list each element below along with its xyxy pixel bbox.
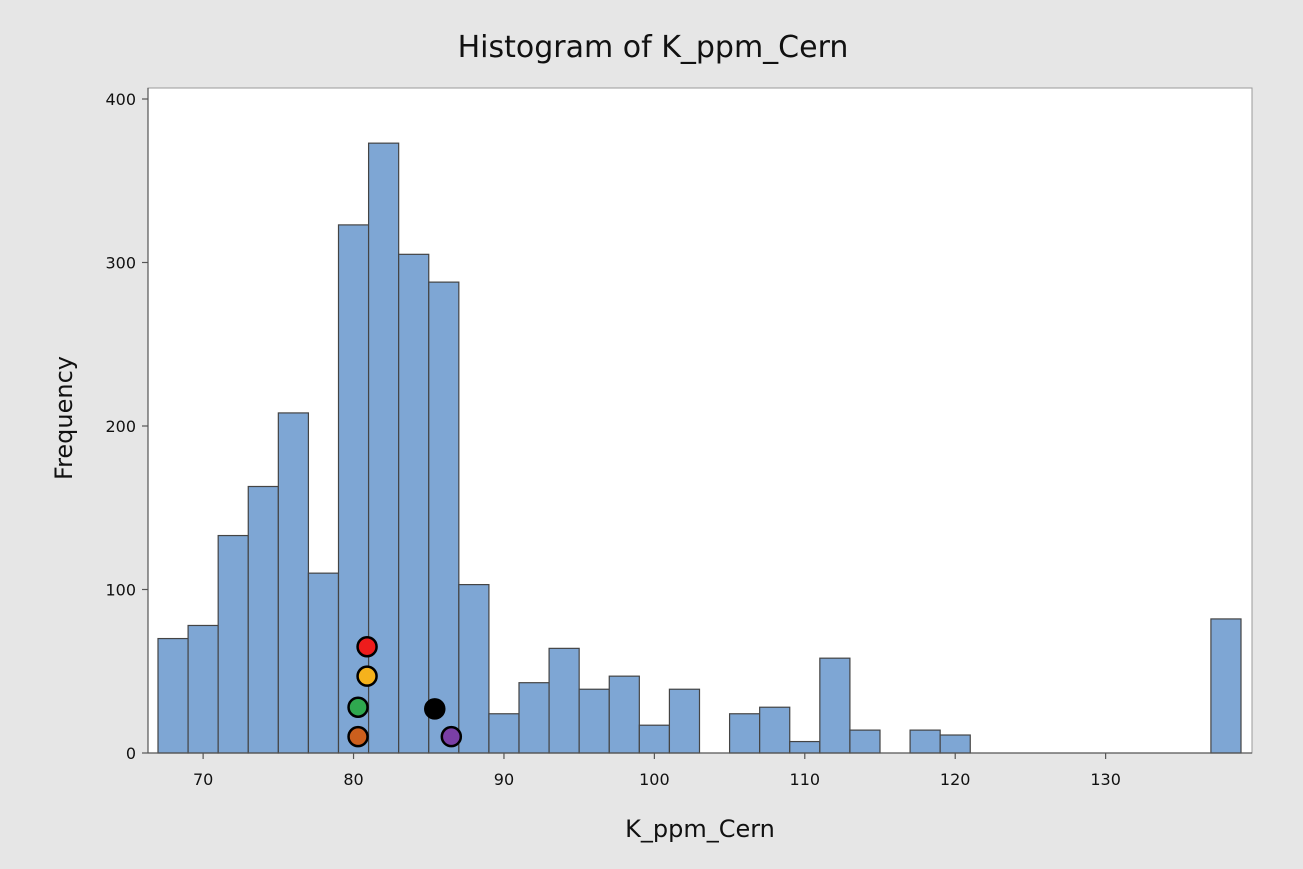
histogram-bar-35 <box>1210 618 1242 754</box>
histogram-bar-1 <box>187 624 219 754</box>
histogram-bar-22 <box>819 657 851 754</box>
markers-layer <box>347 635 463 748</box>
histogram-bar-16 <box>638 724 671 754</box>
marker-point-3 <box>347 725 369 748</box>
x-tick-label-80: 80 <box>343 770 363 789</box>
histogram-bar-0 <box>157 637 189 754</box>
y-tick-label-400: 400 <box>105 90 136 109</box>
histogram-bar-14 <box>578 688 610 754</box>
marker-point-1 <box>356 665 378 687</box>
x-axis-label: K_ppm_Cern <box>625 815 775 843</box>
histogram-bar-9 <box>428 281 460 754</box>
histogram-bar-3 <box>247 485 279 754</box>
axes-layer: 70 80 90 100 110 120 130 0 100 200 300 400 <box>105 88 1252 789</box>
marker-point-0 <box>356 635 378 658</box>
x-tick-label-100: 100 <box>639 770 670 789</box>
marker-point-5 <box>440 725 463 748</box>
histogram-bar-4 <box>277 412 310 754</box>
x-tick-label-130: 130 <box>1090 770 1121 789</box>
histogram-bar-19 <box>728 713 761 754</box>
x-tick-label-90: 90 <box>494 770 514 789</box>
histogram-bar-11 <box>488 713 520 754</box>
x-tick-label-110: 110 <box>790 770 821 789</box>
histogram-bar-2 <box>217 534 249 754</box>
bars-layer <box>157 142 1242 754</box>
y-tick-label-200: 200 <box>105 417 136 436</box>
histogram-bar-13 <box>548 647 580 754</box>
y-axis-label: Frequency <box>50 356 78 480</box>
histogram-bar-20 <box>759 706 791 754</box>
histogram-bar-26 <box>939 734 971 754</box>
y-tick-label-300: 300 <box>105 254 136 273</box>
marker-point-2 <box>347 696 369 718</box>
histogram-bar-12 <box>518 682 550 754</box>
x-tick-label-120: 120 <box>940 770 971 789</box>
y-tick-label-0: 0 <box>126 744 136 763</box>
histogram-bar-15 <box>608 675 640 754</box>
histogram-bar-10 <box>458 583 490 754</box>
histogram-bar-17 <box>668 688 701 754</box>
histogram-bar-6 <box>337 224 370 754</box>
histogram-bar-21 <box>789 740 821 754</box>
histogram-bar-23 <box>849 729 881 754</box>
histogram-bar-25 <box>909 729 941 754</box>
y-tick-label-100: 100 <box>105 581 136 600</box>
histogram-bar-8 <box>398 253 430 754</box>
chart-title: Histogram of K_ppm_Cern <box>458 30 849 65</box>
marker-point-4 <box>424 698 446 720</box>
histogram-bar-7 <box>367 142 400 754</box>
x-tick-label-70: 70 <box>193 770 213 789</box>
histogram-bar-5 <box>307 572 340 754</box>
